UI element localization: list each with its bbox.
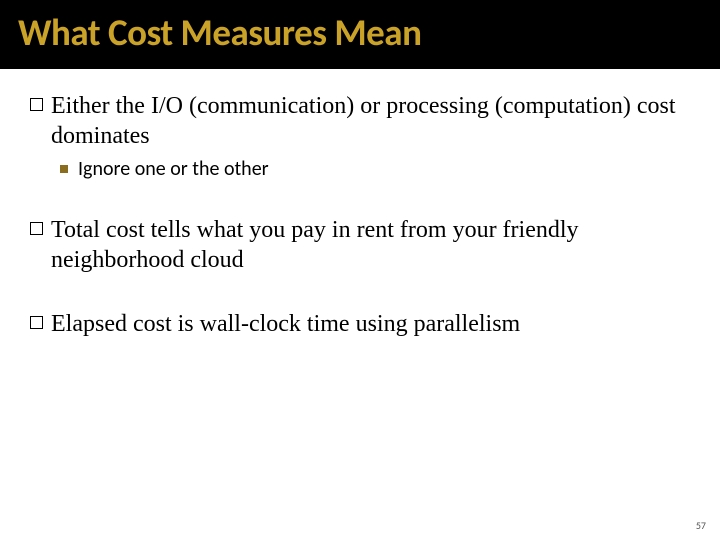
bullet-text: Total cost tells what you pay in rent fr…: [51, 215, 690, 275]
slide-content: Either the I/O (communication) or proces…: [0, 69, 720, 339]
slide-title: What Cost Measures Mean: [18, 10, 702, 55]
spacer: [30, 187, 690, 215]
spacer: [30, 281, 690, 309]
bullet-level-1: Elapsed cost is wall-clock time using pa…: [30, 309, 690, 339]
square-bullet-icon: [30, 222, 43, 235]
square-bullet-icon: [30, 98, 43, 111]
bullet-level-2: Ignore one or the other: [60, 157, 690, 181]
page-number: 57: [696, 519, 706, 532]
bullet-text: Elapsed cost is wall-clock time using pa…: [51, 309, 520, 339]
sub-bullet-text: Ignore one or the other: [78, 157, 269, 181]
bullet-level-1: Total cost tells what you pay in rent fr…: [30, 215, 690, 275]
title-bar: What Cost Measures Mean: [0, 0, 720, 69]
square-bullet-icon: [30, 316, 43, 329]
bullet-text: Either the I/O (communication) or proces…: [51, 91, 690, 151]
sub-bullet-icon: [60, 165, 68, 173]
bullet-level-1: Either the I/O (communication) or proces…: [30, 91, 690, 151]
